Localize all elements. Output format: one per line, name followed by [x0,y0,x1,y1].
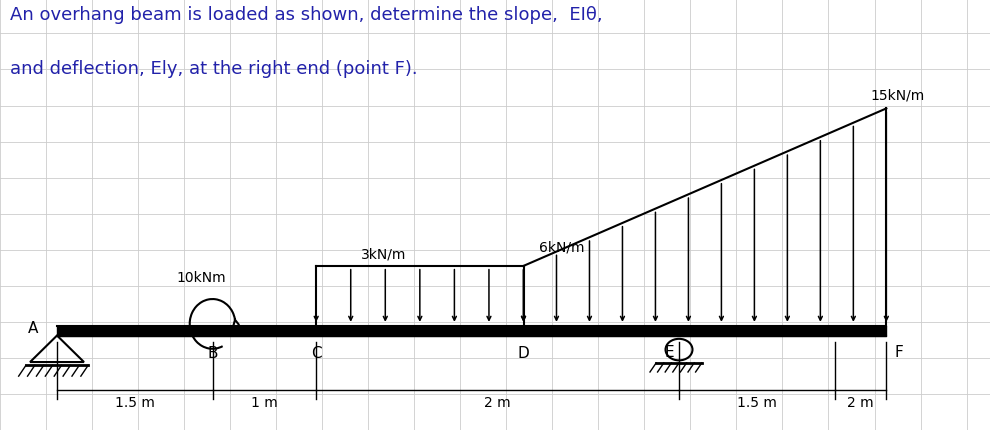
Text: 15kN/m: 15kN/m [871,89,925,102]
Text: 1 m: 1 m [251,395,278,409]
Text: 2 m: 2 m [847,395,874,409]
Text: B: B [207,346,218,361]
Text: 1.5 m: 1.5 m [115,395,154,409]
Text: F: F [895,344,904,359]
Text: C: C [311,346,322,361]
Text: E: E [664,344,674,359]
Text: 6kN/m: 6kN/m [540,240,584,254]
Text: and deflection, Ely, at the right end (point F).: and deflection, Ely, at the right end (p… [10,60,418,78]
Text: 10kNm: 10kNm [176,270,226,285]
Text: 3kN/m: 3kN/m [361,246,406,261]
Text: D: D [518,346,530,361]
Text: 1.5 m: 1.5 m [737,395,777,409]
Text: A: A [28,320,39,335]
Text: An overhang beam is loaded as shown, determine the slope,  EIθ,: An overhang beam is loaded as shown, det… [10,6,603,25]
Text: 2 m: 2 m [484,395,511,409]
